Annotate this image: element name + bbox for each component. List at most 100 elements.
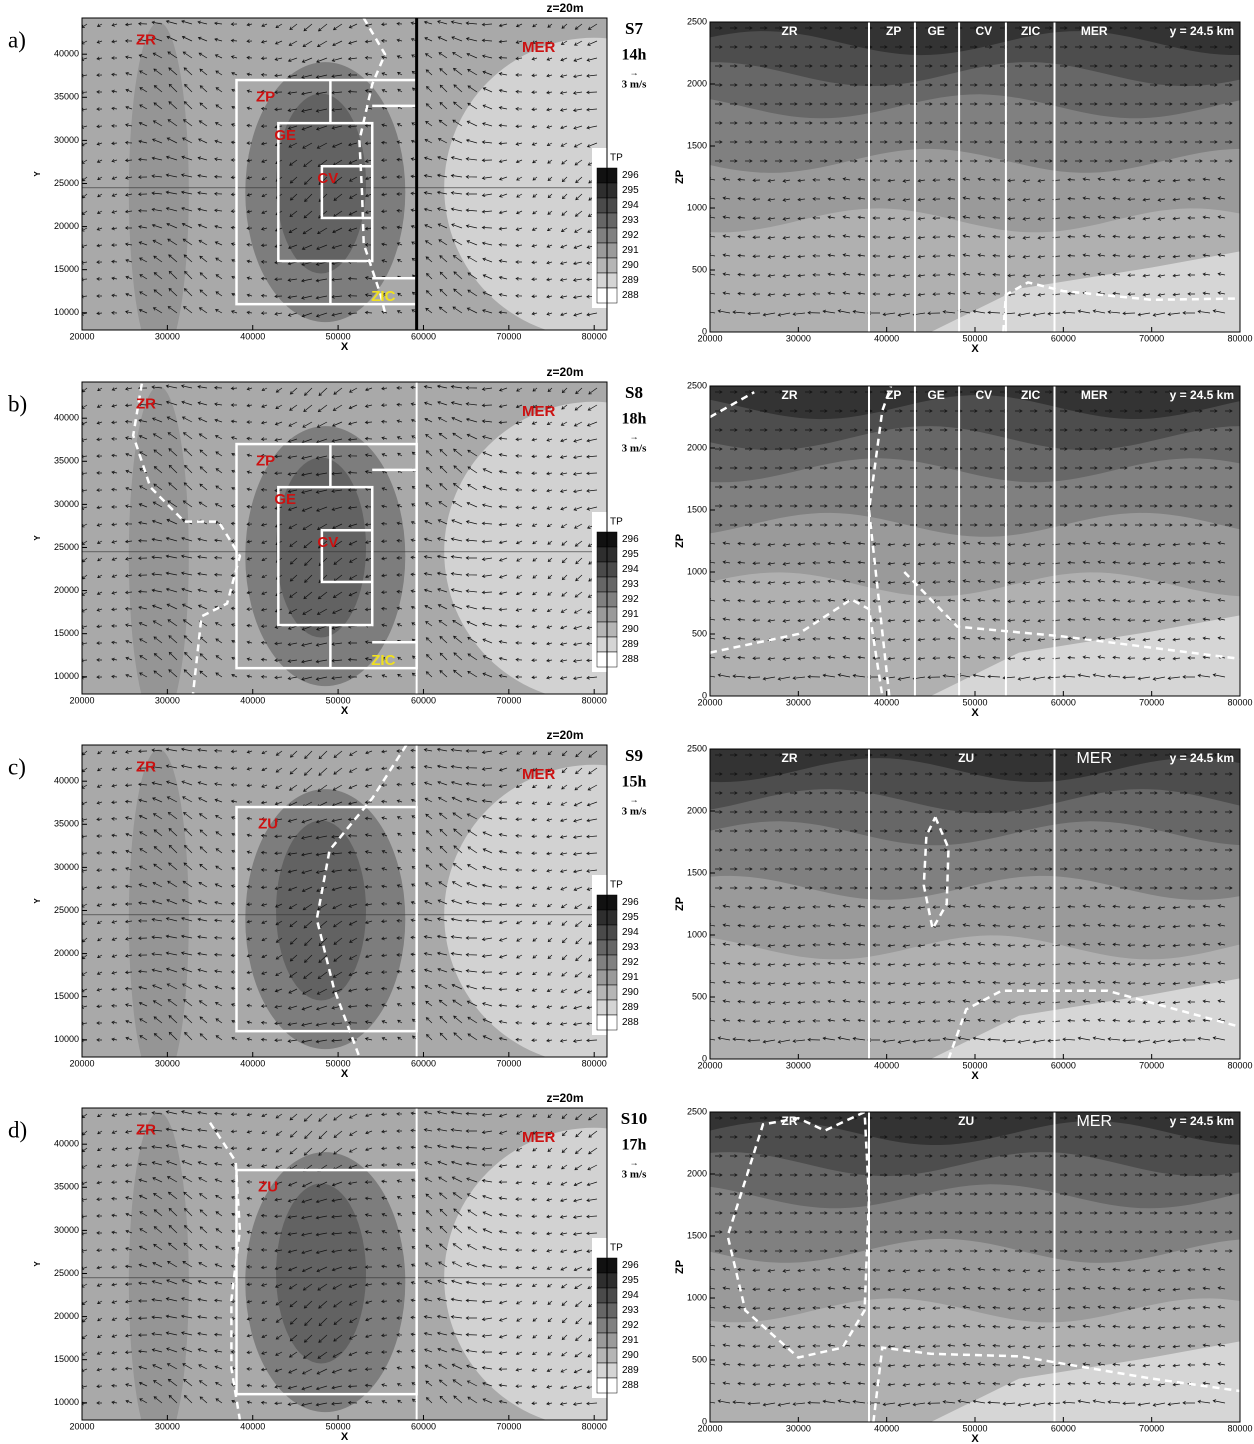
colorbar-label: 290 — [622, 260, 639, 271]
colorbar-label: 294 — [622, 200, 639, 211]
x-tick-label: 80000 — [582, 695, 607, 705]
colorbar-label: 291 — [622, 609, 639, 620]
y-tick-label: 40000 — [54, 49, 79, 59]
plot-area — [82, 745, 607, 1057]
wind-vectors — [82, 19, 598, 318]
x-tick-label: 80000 — [1227, 1423, 1252, 1433]
x-tick-label: 30000 — [786, 333, 811, 343]
zone-label: ZP — [256, 452, 275, 469]
x-tick-label: 80000 — [582, 331, 607, 341]
cool-zone — [444, 37, 607, 330]
x-tick-label: 20000 — [69, 1058, 94, 1068]
x-tick-label: 70000 — [496, 1058, 521, 1068]
colorbar-label: 292 — [622, 594, 639, 605]
y-tick-label: 40000 — [54, 413, 79, 423]
colorbar-label: 292 — [622, 957, 639, 968]
section-label: y = 24.5 km — [1170, 388, 1234, 402]
y-tick-label: 1500 — [687, 867, 707, 877]
panel-label: d) — [8, 1117, 27, 1142]
y-tick-label: 15000 — [54, 1354, 79, 1364]
section-label: y = 24.5 km — [1170, 751, 1234, 765]
x-tick-label: 60000 — [411, 1058, 436, 1068]
x-tick-label: 20000 — [697, 1060, 722, 1070]
x-tick-label: 70000 — [1139, 1060, 1164, 1070]
x-tick-label: 60000 — [1051, 1060, 1076, 1070]
panel-label: b) — [8, 391, 27, 416]
y-tick-label: 25000 — [54, 178, 79, 188]
x-tick-label: 20000 — [69, 1421, 94, 1431]
wind-vectors — [710, 390, 1233, 681]
y-axis-label: ZP — [674, 897, 686, 911]
y-tick-label: 30000 — [54, 862, 79, 872]
level-label: z=20m — [546, 1091, 583, 1105]
x-tick-label: 30000 — [786, 697, 811, 707]
x-tick-label: 60000 — [1051, 1423, 1076, 1433]
y-tick-label: 40000 — [54, 776, 79, 786]
y-tick-label: 0 — [702, 326, 707, 336]
y-axis-label: Y — [33, 898, 42, 904]
vector-arrow: → — [630, 431, 639, 441]
front-line — [872, 1346, 1240, 1422]
x-axis-label: X — [971, 343, 979, 355]
y-tick-label: 25000 — [54, 905, 79, 915]
cool-zone — [444, 764, 607, 1057]
y-tick-label: 35000 — [54, 1182, 79, 1192]
wind-vectors — [710, 753, 1233, 1044]
front-line — [208, 1122, 242, 1420]
plot-frame — [81, 1107, 608, 1421]
level-label: z=20m — [546, 728, 583, 742]
zone-label: MER — [1076, 1113, 1112, 1130]
x-tick-label: 30000 — [155, 1058, 180, 1068]
y-tick-label: 2000 — [687, 78, 707, 88]
y-tick-label: 500 — [692, 991, 707, 1001]
zone-label: MER — [1076, 750, 1112, 767]
x-tick-label: 40000 — [240, 695, 265, 705]
zone-label: ZR — [782, 24, 798, 38]
colorbar-label: 288 — [622, 290, 639, 301]
colorbar-label: 294 — [622, 1290, 639, 1301]
x-axis-label: X — [971, 707, 979, 719]
y-tick-label: 1500 — [687, 140, 707, 150]
colorbar-label: 292 — [622, 1320, 639, 1331]
colorbar-label: 290 — [622, 624, 639, 635]
colorbar-label: 293 — [622, 579, 639, 590]
colorbar-label: 296 — [622, 1260, 639, 1271]
x-tick-label: 40000 — [240, 1058, 265, 1068]
y-tick-label: 25000 — [54, 1268, 79, 1278]
zone-label: GE — [274, 491, 296, 508]
colorbar-label: 296 — [622, 897, 639, 908]
y-axis-label: Y — [33, 171, 42, 177]
scenario: S7 — [625, 19, 643, 38]
y-tick-label: 2000 — [687, 442, 707, 452]
x-tick-label: 20000 — [697, 697, 722, 707]
zone-label: ZIC — [1021, 388, 1041, 402]
x-tick-label: 80000 — [1227, 333, 1252, 343]
warm-zone — [128, 1112, 189, 1420]
zone-label: GE — [927, 388, 944, 402]
zone-label: GE — [927, 24, 944, 38]
zone-label: CV — [317, 170, 338, 187]
zone-label: ZR — [136, 1121, 156, 1138]
x-tick-label: 40000 — [240, 331, 265, 341]
colorbar-label: 288 — [622, 1017, 639, 1028]
x-tick-label: 20000 — [697, 333, 722, 343]
y-tick-label: 15000 — [54, 264, 79, 274]
x-tick-label: 30000 — [155, 331, 180, 341]
section-label: y = 24.5 km — [1170, 1114, 1234, 1128]
x-tick-label: 50000 — [962, 697, 987, 707]
y-tick-label: 500 — [692, 628, 707, 638]
panel-label: a) — [8, 27, 26, 52]
y-tick-label: 2000 — [687, 805, 707, 815]
zone-label: ZP — [256, 88, 275, 105]
y-tick-label: 20000 — [54, 948, 79, 958]
front-line — [947, 989, 1240, 1059]
x-tick-label: 60000 — [411, 1421, 436, 1431]
front-line — [867, 386, 893, 696]
x-tick-label: 70000 — [1139, 697, 1164, 707]
x-tick-label: 40000 — [874, 697, 899, 707]
time: 18h — [622, 411, 647, 428]
front-line — [710, 391, 755, 419]
plot-area — [710, 749, 1240, 1059]
x-tick-label: 50000 — [326, 1421, 351, 1431]
x-tick-label: 50000 — [326, 695, 351, 705]
